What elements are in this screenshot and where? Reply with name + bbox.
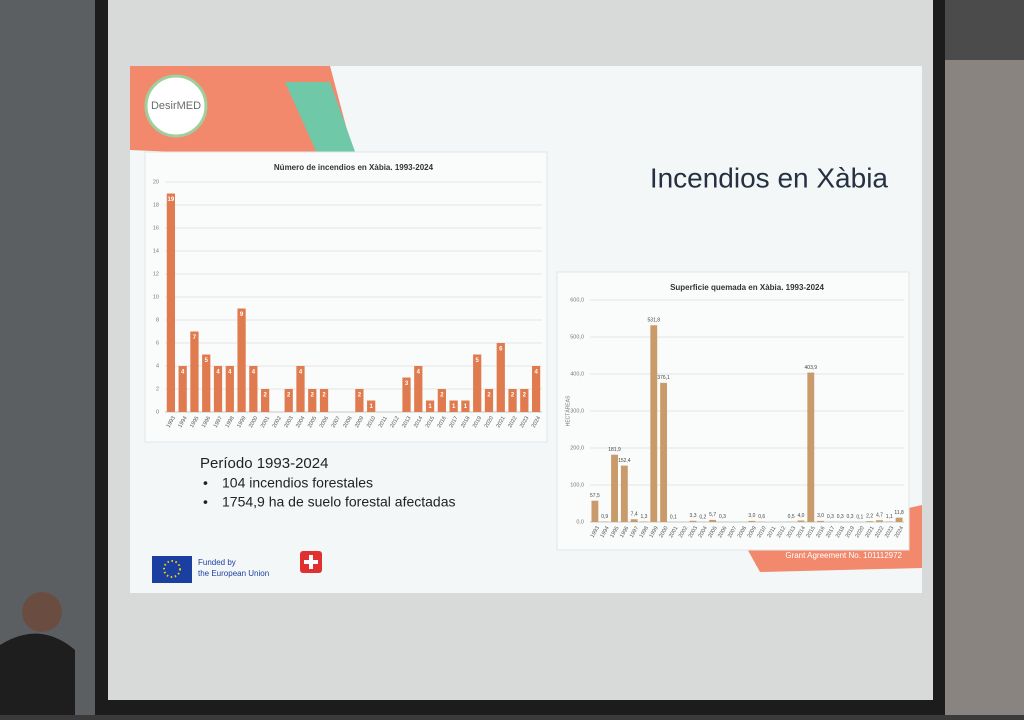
bar xyxy=(896,518,903,522)
bar xyxy=(611,455,618,522)
bar xyxy=(798,521,805,522)
funding: Funded by xyxy=(198,558,236,567)
value-label: 5,7 xyxy=(709,512,716,518)
value-label: 0,1 xyxy=(856,514,863,520)
period: Período 1993-2024 xyxy=(200,455,328,472)
value-label: 4,7 xyxy=(876,513,883,519)
grant: Grant Agreement No. 101112972 xyxy=(785,551,902,560)
value-label: 11,8 xyxy=(894,510,904,516)
bar xyxy=(807,373,814,522)
bar xyxy=(621,466,628,522)
chart-title: Número de incendios en Xàbia. 1993-2024 xyxy=(274,163,434,172)
value-label: 4,0 xyxy=(797,513,804,519)
y-tick-label: 8 xyxy=(156,317,159,323)
y-tick-label: 6 xyxy=(156,340,159,346)
value-label: 152,4 xyxy=(618,458,631,464)
value-label: 3,3 xyxy=(690,513,697,519)
y-tick-label: 400,0 xyxy=(570,371,584,377)
y-tick-label: 20 xyxy=(153,179,159,185)
bar xyxy=(817,521,824,522)
y-tick-label: 0 xyxy=(156,409,159,415)
value-label: 57,5 xyxy=(590,493,600,499)
bar xyxy=(237,309,245,413)
curtain xyxy=(940,60,1024,715)
y-tick-label: 600,0 xyxy=(570,297,584,303)
bullet-dot: • xyxy=(203,494,208,510)
value-label: 1,1 xyxy=(886,514,893,520)
bullet-dot: • xyxy=(203,475,208,491)
value-label: 0,5 xyxy=(788,514,795,520)
bar xyxy=(631,519,638,522)
y-tick-label: 14 xyxy=(153,248,159,254)
y-tick-label: 200,0 xyxy=(570,445,584,451)
bar xyxy=(709,520,716,522)
logo-text: DesirMED xyxy=(151,100,201,112)
y-tick-label: 4 xyxy=(156,363,159,369)
value-label: 3,0 xyxy=(817,513,824,519)
value-label: 1,3 xyxy=(640,514,647,520)
bullet: 1754,9 ha de suelo forestal afectadas xyxy=(222,494,456,510)
y-tick-label: 16 xyxy=(153,225,159,231)
value-label: 0,3 xyxy=(847,514,854,520)
value-label: 403,9 xyxy=(805,365,818,371)
value-label: 3,0 xyxy=(748,513,755,519)
value-label: 531,8 xyxy=(648,318,661,324)
y-tick-label: 100,0 xyxy=(570,482,584,488)
bar xyxy=(650,325,657,522)
bar xyxy=(876,520,883,522)
value-label: 7,4 xyxy=(631,512,638,518)
person-body xyxy=(0,634,75,715)
y-tick-label: 300,0 xyxy=(570,408,584,414)
bar xyxy=(497,343,505,412)
chart-title: Superficie quemada en Xàbia. 1993-2024 xyxy=(670,283,824,292)
value-label: 0,3 xyxy=(827,514,834,520)
value-label: 0,2 xyxy=(699,514,706,520)
bar xyxy=(190,332,198,413)
funding: the European Union xyxy=(198,569,269,578)
y-tick-label: 18 xyxy=(153,202,159,208)
value-label: 0,3 xyxy=(837,514,844,520)
y-tick-label: 2 xyxy=(156,386,159,392)
bar xyxy=(167,194,175,413)
y-tick-label: 0,0 xyxy=(576,519,584,525)
value-label: 0,9 xyxy=(601,514,608,520)
bar xyxy=(748,521,755,522)
value-label: 376,1 xyxy=(657,375,670,381)
bar xyxy=(866,521,873,522)
value-label: 181,9 xyxy=(608,447,621,453)
value-label: 0,3 xyxy=(719,514,726,520)
y-tick-label: 12 xyxy=(153,271,159,277)
value-label: 0,1 xyxy=(670,514,677,520)
bullet: 104 incendios forestales xyxy=(222,475,373,491)
y-tick-label: 500,0 xyxy=(570,334,584,340)
person-head xyxy=(22,592,62,632)
y-tick-label: 10 xyxy=(153,294,159,300)
value-label: 2,2 xyxy=(866,514,873,520)
value-label: 0,6 xyxy=(758,514,765,520)
value-label: 19 xyxy=(168,197,175,203)
bar xyxy=(690,521,697,522)
bar xyxy=(591,501,598,522)
slide-title: Incendios en Xàbia xyxy=(650,162,889,193)
bar xyxy=(660,383,667,522)
